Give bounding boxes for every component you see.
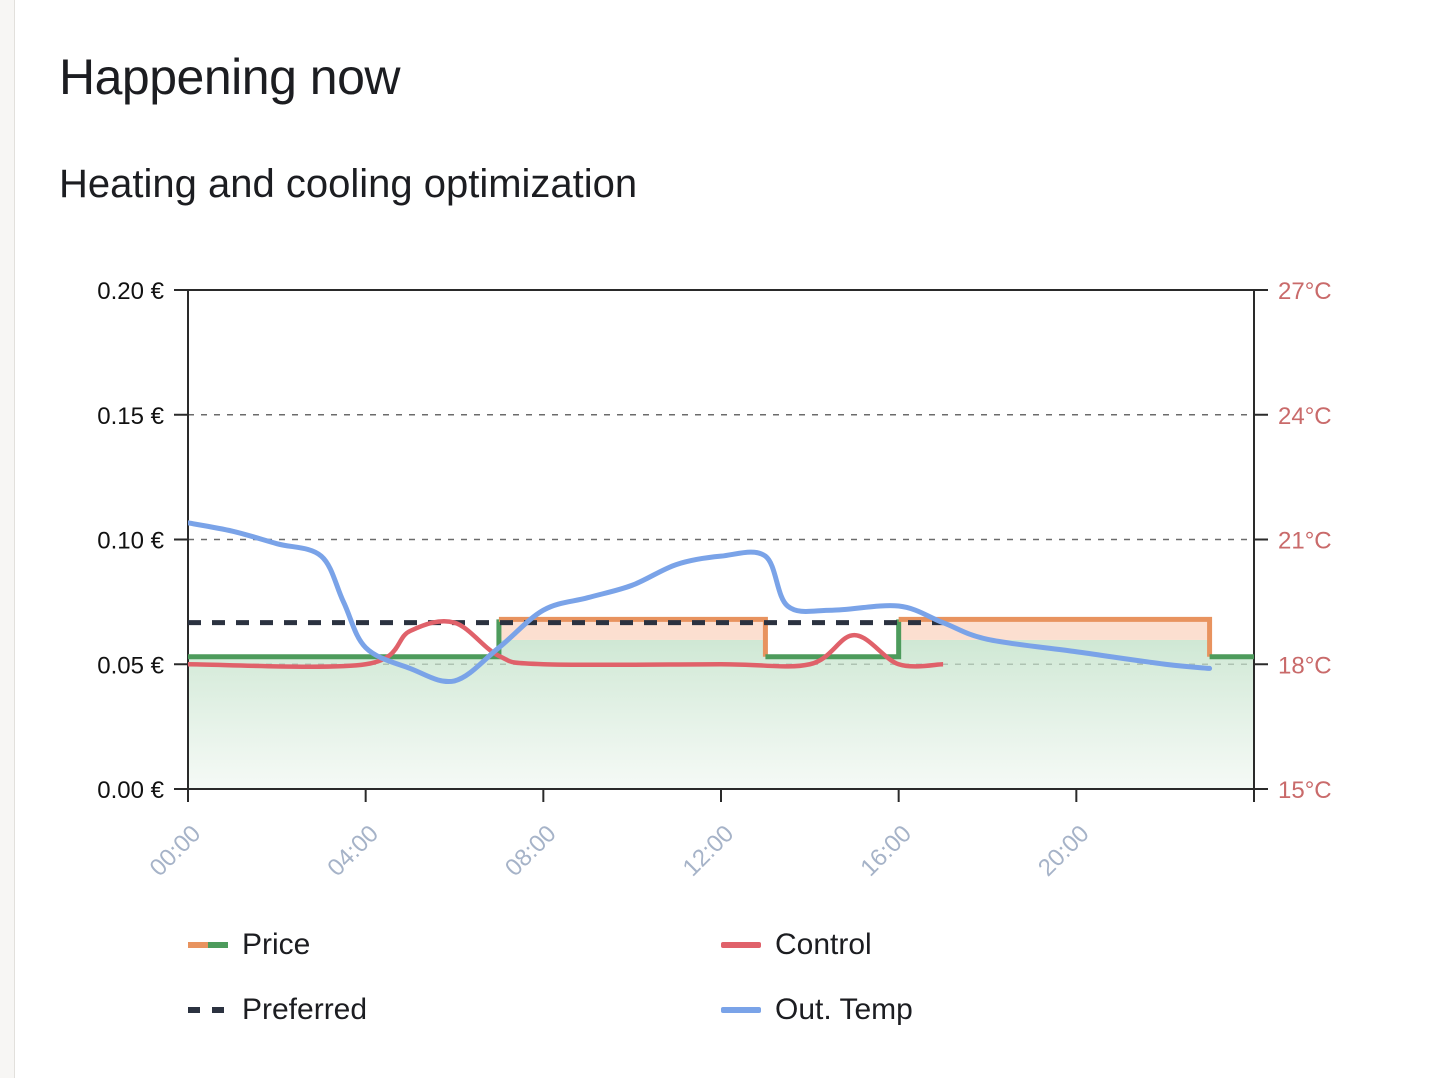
price-line-segment xyxy=(898,616,1213,657)
control-swatch xyxy=(721,942,761,948)
y-right-tick-label: 21°C xyxy=(1278,528,1332,555)
y-left-tick-label: 0.10 € xyxy=(97,528,164,555)
card-subtitle: Heating and cooling optimization xyxy=(59,162,638,206)
price-swatch xyxy=(188,942,228,948)
y-right-tick-label: 18°C xyxy=(1278,652,1332,679)
legend-preferred-label: Preferred xyxy=(242,993,368,1026)
y-left-tick-label: 0.20 € xyxy=(97,278,164,305)
x-tick-label: 08:00 xyxy=(500,820,562,882)
y-right-tick-label: 15°C xyxy=(1278,777,1332,804)
y-left-tick-label: 0.05 € xyxy=(97,652,164,679)
y-left-tick-label: 0.15 € xyxy=(97,403,164,430)
legend-price[interactable]: Price xyxy=(188,928,310,962)
x-tick-label: 12:00 xyxy=(678,820,740,882)
y-right-tick-label: 24°C xyxy=(1278,403,1332,430)
legend-out-temp[interactable]: Out. Temp xyxy=(721,993,913,1027)
legend-price-label: Price xyxy=(242,928,311,961)
price-low-fill xyxy=(188,639,1254,789)
y-left-tick-label: 0.00 € xyxy=(97,777,164,804)
price-line-segment xyxy=(765,619,902,660)
price-line-segment xyxy=(498,616,768,657)
x-tick-label: 20:00 xyxy=(1033,820,1095,882)
legend-out-temp-label: Out. Temp xyxy=(775,993,913,1026)
out-temp-line xyxy=(188,520,1213,685)
preferred-swatch xyxy=(188,1007,228,1013)
x-tick-label: 00:00 xyxy=(145,820,207,882)
legend-preferred[interactable]: Preferred xyxy=(188,993,367,1027)
legend-control[interactable]: Control xyxy=(721,928,872,962)
out-temp-swatch xyxy=(721,1007,761,1013)
card-title: Happening now xyxy=(59,49,401,105)
y-right-tick-label: 27°C xyxy=(1278,278,1332,305)
legend-control-label: Control xyxy=(775,928,872,961)
x-tick-label: 04:00 xyxy=(322,820,384,882)
x-tick-label: 16:00 xyxy=(855,820,917,882)
